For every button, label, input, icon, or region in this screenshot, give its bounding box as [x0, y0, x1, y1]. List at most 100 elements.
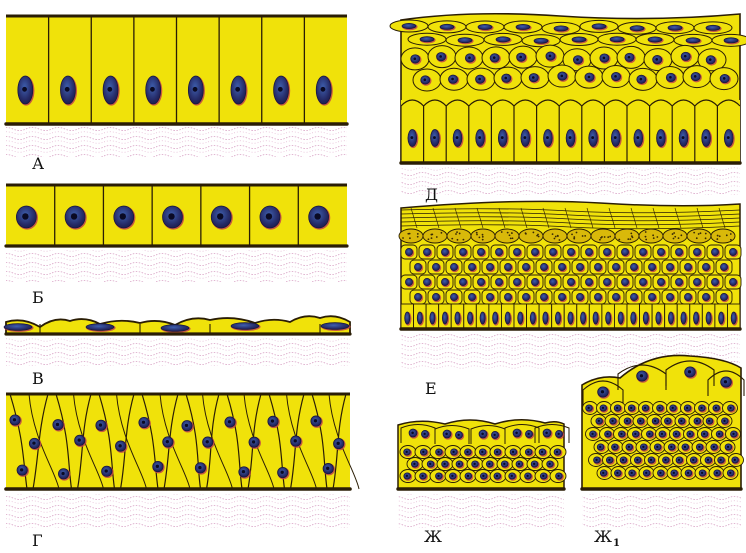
- nucleus: [585, 248, 592, 255]
- keratohyalin-granule: [417, 236, 419, 238]
- nucleus: [580, 312, 585, 324]
- connective-tissue: [398, 494, 564, 528]
- keratohyalin-granule: [599, 239, 601, 241]
- nucleolus: [694, 75, 697, 78]
- nucleus: [594, 293, 601, 300]
- nucleolus: [718, 433, 720, 435]
- keratohyalin-granule: [698, 233, 700, 235]
- nucleolus: [493, 434, 495, 436]
- nucleolus: [468, 56, 471, 59]
- nucleus: [681, 312, 686, 324]
- keratohyalin-granule: [674, 236, 676, 238]
- nucleus: [621, 278, 628, 285]
- nucleus: [430, 312, 435, 324]
- nucleus: [675, 278, 682, 285]
- nucleolus: [669, 76, 672, 79]
- nucleolus: [542, 475, 544, 477]
- nucleolus: [242, 470, 245, 473]
- nucleolus: [670, 446, 672, 448]
- nucleus: [621, 248, 628, 255]
- nucleus: [405, 248, 412, 255]
- granular-cell: [495, 229, 519, 243]
- keratohyalin-granule: [482, 239, 484, 241]
- nucleolus: [648, 433, 650, 435]
- nucleus: [567, 248, 574, 255]
- keratohyalin-granule: [555, 236, 557, 238]
- nucleolus: [198, 466, 201, 469]
- keratohyalin-granule: [609, 236, 611, 238]
- label-zh: Ж: [424, 529, 442, 545]
- nucleolus: [437, 475, 439, 477]
- nucleolus: [523, 136, 526, 139]
- nucleus: [618, 312, 623, 324]
- label-g: Г: [32, 533, 43, 549]
- panel-zh1-transitional-tall: [582, 355, 744, 528]
- nucleolus: [640, 374, 643, 377]
- nucleolus: [518, 463, 520, 465]
- nucleus: [442, 312, 447, 324]
- nucleus: [711, 248, 718, 255]
- nucleolus: [630, 407, 632, 409]
- keratohyalin-granule: [630, 233, 632, 235]
- keratohyalin-granule: [402, 237, 404, 239]
- nucleolus: [729, 407, 731, 409]
- nucleus: [534, 38, 548, 43]
- granular-cell: [687, 229, 711, 243]
- panel-e-stratified-keratinized: [399, 201, 741, 370]
- nucleus: [468, 263, 475, 270]
- nucleolus: [336, 442, 339, 445]
- keratohyalin-granule: [726, 234, 728, 236]
- nucleolus: [588, 76, 591, 79]
- nucleolus: [729, 472, 731, 474]
- nucleolus: [406, 475, 408, 477]
- nucleolus: [496, 451, 498, 453]
- keratohyalin-granule: [441, 232, 443, 234]
- nucleus: [711, 278, 718, 285]
- nucleus: [522, 263, 529, 270]
- nucleolus: [439, 55, 442, 58]
- nucleolus: [603, 56, 606, 59]
- nucleolus: [630, 472, 632, 474]
- nucleolus: [626, 420, 628, 422]
- nucleus: [702, 293, 709, 300]
- nucleolus: [602, 472, 604, 474]
- keratohyalin-granule: [457, 239, 459, 241]
- nucleolus: [71, 213, 77, 219]
- panel-d-stratified-nonkeratinized: [390, 14, 746, 195]
- nucleolus: [120, 213, 126, 219]
- nucleolus: [620, 433, 622, 435]
- nucleolus: [20, 468, 23, 471]
- granular-cell: [711, 229, 735, 243]
- nucleus: [423, 248, 430, 255]
- nucleolus: [437, 451, 439, 453]
- nucleus: [639, 248, 646, 255]
- connective-tissue: [6, 250, 347, 282]
- nucleolus: [666, 420, 668, 422]
- nucleus: [612, 263, 619, 270]
- nucleolus: [433, 136, 436, 139]
- nucleolus: [150, 87, 155, 92]
- nucleus: [486, 263, 493, 270]
- nucleolus: [545, 432, 548, 435]
- connective-tissue: [582, 494, 741, 528]
- nucleolus: [168, 213, 174, 219]
- nucleolus: [252, 440, 255, 443]
- keratohyalin-granule: [652, 234, 654, 236]
- nucleolus: [411, 432, 414, 435]
- nucleolus: [727, 136, 730, 139]
- nucleolus: [206, 440, 209, 443]
- nucleolus: [278, 87, 283, 92]
- keratohyalin-granule: [678, 237, 680, 239]
- nucleus: [495, 278, 502, 285]
- nucleus: [594, 263, 601, 270]
- nucleolus: [687, 472, 689, 474]
- keratohyalin-granule: [653, 237, 655, 239]
- nucleus: [684, 263, 691, 270]
- nucleus: [231, 323, 259, 330]
- nucleolus: [686, 407, 688, 409]
- nucleolus: [13, 418, 16, 421]
- nucleolus: [557, 433, 559, 435]
- nucleus: [504, 263, 511, 270]
- nucleolus: [719, 459, 721, 461]
- nucleus: [450, 293, 457, 300]
